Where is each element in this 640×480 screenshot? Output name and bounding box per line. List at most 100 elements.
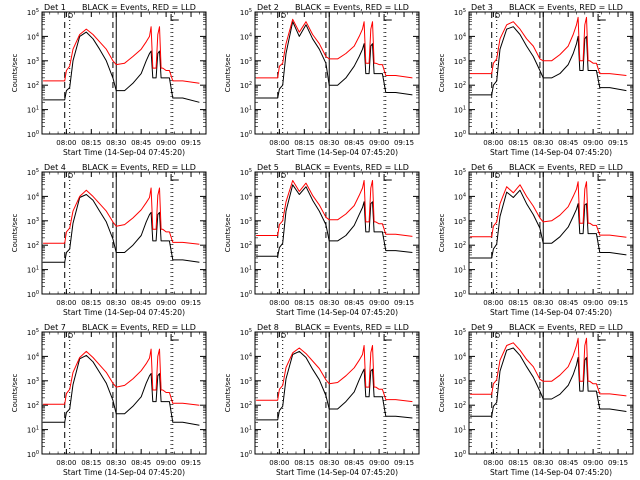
p5-flag-label: D <box>281 172 286 180</box>
p3-x-tick-label: 08:45 <box>558 139 578 147</box>
p6-x-tick-label: 09:15 <box>608 299 628 307</box>
p7-panel-title: Det 7 <box>44 323 66 332</box>
p1-x-tick-label: 08:45 <box>131 139 151 147</box>
p5-y-tick-label: 102 <box>240 241 252 250</box>
p6-series-line-events <box>470 189 627 259</box>
p9-series-line-lld <box>470 337 627 397</box>
p7-legend-text: BLACK = Events, RED = LLD <box>82 323 196 332</box>
p2-plot-frame <box>254 11 420 135</box>
p2-x-tick-label: 09:15 <box>394 139 414 147</box>
p6-x-tick-label: 08:00 <box>483 299 503 307</box>
p2-x-tick-label: 08:45 <box>344 139 364 147</box>
p8-legend-text: BLACK = Events, RED = LLD <box>295 323 409 332</box>
p5-y-axis-title: Counts/sec <box>224 214 232 253</box>
p5-panel-title: Det 5 <box>257 163 279 172</box>
p5-x-tick-label: 09:15 <box>394 299 414 307</box>
p5-plot-frame <box>254 171 420 295</box>
p5-y-tick-label: 101 <box>240 266 252 275</box>
p3-flag-bracket <box>597 14 606 21</box>
p7-y-tick-label: 103 <box>27 377 39 386</box>
p4-y-tick-label: 102 <box>27 241 39 250</box>
p1-x-tick-label: 08:00 <box>56 139 76 147</box>
p7-plot-frame <box>41 331 207 455</box>
p8-x-tick-label: 09:00 <box>369 459 389 467</box>
p8-plot-frame <box>254 331 420 455</box>
p1-y-axis-title: Counts/sec <box>11 54 19 93</box>
p9-flag-label: D <box>495 332 500 340</box>
p5-y-tick-label: 105 <box>240 168 252 177</box>
p2-x-tick-label: 08:00 <box>269 139 289 147</box>
p9-series-line-events <box>470 347 627 417</box>
p7-x-tick-label: 08:45 <box>131 459 151 467</box>
p1-y-tick-label: 103 <box>27 57 39 66</box>
p8-y-tick-label: 102 <box>240 401 252 410</box>
p4-flag-label: D <box>68 172 73 180</box>
p9-y-tick-label: 101 <box>454 426 466 435</box>
p8-x-tick-label: 09:15 <box>394 459 414 467</box>
p2-y-tick-label: 103 <box>240 57 252 66</box>
p6-flag-label: D <box>495 172 500 180</box>
p2-series-line-events <box>256 21 413 99</box>
p2-y-tick-label: 104 <box>240 32 252 41</box>
p2-x-tick-label: 08:15 <box>294 139 314 147</box>
p2-y-axis-title: Counts/sec <box>224 54 232 93</box>
p4-x-tick-label: 08:30 <box>106 299 126 307</box>
p8-y-tick-label: 101 <box>240 426 252 435</box>
p7-y-axis-title: Counts/sec <box>11 374 19 413</box>
p2-panel-title: Det 2 <box>257 3 279 12</box>
p6-flag-bracket <box>597 174 606 181</box>
p8-y-tick-label: 100 <box>240 450 252 459</box>
p3-plot-frame <box>468 11 634 135</box>
p1-y-tick-label: 102 <box>27 81 39 90</box>
p7-y-tick-label: 102 <box>27 401 39 410</box>
p4-x-tick-label: 08:00 <box>56 299 76 307</box>
p8-x-tick-label: 08:30 <box>319 459 339 467</box>
p6-x-tick-label: 08:15 <box>508 299 528 307</box>
p8-y-axis-title: Counts/sec <box>224 374 232 413</box>
p3-flag-label: D <box>495 12 500 20</box>
p9-x-axis-title: Start Time (14-Sep-04 07:45:20) <box>490 468 612 477</box>
p9-y-tick-label: 105 <box>454 328 466 337</box>
p6-y-tick-label: 100 <box>454 290 466 299</box>
p7-y-tick-label: 100 <box>27 450 39 459</box>
p5-legend-text: BLACK = Events, RED = LLD <box>295 163 409 172</box>
p3-y-tick-label: 102 <box>454 81 466 90</box>
p9-x-tick-label: 08:15 <box>508 459 528 467</box>
p7-x-tick-label: 09:00 <box>156 459 176 467</box>
p2-legend-text: BLACK = Events, RED = LLD <box>295 3 409 12</box>
p9-y-tick-label: 102 <box>454 401 466 410</box>
p4-legend-text: BLACK = Events, RED = LLD <box>82 163 196 172</box>
p2-y-tick-label: 100 <box>240 130 252 139</box>
p6-x-tick-label: 08:30 <box>533 299 553 307</box>
p8-y-tick-label: 103 <box>240 377 252 386</box>
p3-x-tick-label: 08:30 <box>533 139 553 147</box>
p7-y-tick-label: 105 <box>27 328 39 337</box>
p6-panel-title: Det 6 <box>471 163 493 172</box>
p6-y-tick-label: 102 <box>454 241 466 250</box>
p3-x-tick-label: 09:15 <box>608 139 628 147</box>
p2-y-tick-label: 105 <box>240 8 252 17</box>
p1-y-tick-label: 101 <box>27 106 39 115</box>
p5-x-tick-label: 08:30 <box>319 299 339 307</box>
p6-series-line-lld <box>470 181 627 238</box>
p2-y-tick-label: 101 <box>240 106 252 115</box>
p7-flag-label: D <box>68 332 73 340</box>
p3-y-tick-label: 105 <box>454 8 466 17</box>
p5-y-tick-label: 104 <box>240 192 252 201</box>
p7-x-tick-label: 08:15 <box>81 459 101 467</box>
p9-legend-text: BLACK = Events, RED = LLD <box>509 323 623 332</box>
p9-x-tick-label: 08:00 <box>483 459 503 467</box>
p3-x-tick-label: 08:15 <box>508 139 528 147</box>
p4-x-tick-label: 09:15 <box>181 299 201 307</box>
p3-x-axis-title: Start Time (14-Sep-04 07:45:20) <box>490 148 612 157</box>
p2-x-tick-label: 09:00 <box>369 139 389 147</box>
p9-panel-title: Det 9 <box>471 323 493 332</box>
p6-plot-frame <box>468 171 634 295</box>
p8-x-tick-label: 08:15 <box>294 459 314 467</box>
p5-x-tick-label: 08:15 <box>294 299 314 307</box>
p3-y-tick-label: 104 <box>454 32 466 41</box>
p2-flag-label: D <box>281 12 286 20</box>
p1-y-tick-label: 104 <box>27 32 39 41</box>
p7-x-axis-title: Start Time (14-Sep-04 07:45:20) <box>63 468 185 477</box>
p9-y-tick-label: 100 <box>454 450 466 459</box>
